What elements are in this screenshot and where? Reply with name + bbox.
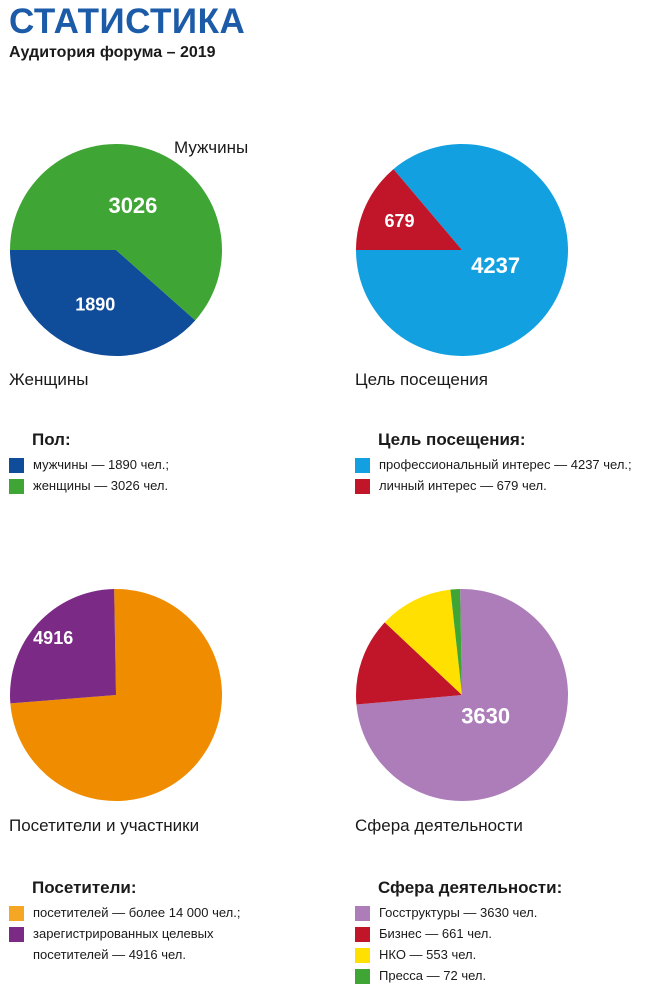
legend-swatch <box>355 458 370 473</box>
legend-label: НКО — 553 чел. <box>379 947 477 962</box>
legend-label: Пресса — 72 чел. <box>379 968 487 983</box>
pie-slice <box>356 622 462 705</box>
legend-swatch <box>355 479 370 494</box>
legend-label: Бизнес — 661 чел. <box>379 926 492 941</box>
legend-swatch <box>9 458 24 473</box>
legend-item: посетителей — более 14 000 чел.; <box>9 902 279 923</box>
legend-item: зарегистрированных целевых посетителей —… <box>9 923 279 965</box>
gender-caption-women: Женщины <box>9 370 89 389</box>
legend-title: Цель посещения: <box>378 430 526 449</box>
legend-title: Сфера деятельности: <box>378 878 563 897</box>
pie-slice <box>450 589 462 695</box>
legend-title: Посетители: <box>32 878 137 897</box>
legend-swatch <box>355 948 370 963</box>
legend-label: женщины — 3026 чел. <box>33 478 169 493</box>
legend-item: личный интерес — 679 чел. <box>355 475 667 496</box>
page-subtitle: Аудитория форума – 2019 <box>9 44 216 61</box>
legend-item: профессиональный интерес — 4237 чел.; <box>355 454 667 475</box>
pie-slice <box>9 589 116 704</box>
data-label: 3630 <box>461 704 510 729</box>
legend-swatch <box>9 906 24 921</box>
visitors-legend: Посетители: посетителей — более 14 000 ч… <box>9 878 279 965</box>
legend-swatch <box>355 969 370 984</box>
visitors-pie-chart: 4916 <box>9 589 223 801</box>
legend-item: мужчины — 1890 чел.; <box>9 454 309 475</box>
data-label: 4237 <box>471 253 520 278</box>
legend-swatch <box>9 479 24 494</box>
legend-item: Госструктуры — 3630 чел. <box>355 902 655 923</box>
legend-swatch <box>9 927 24 942</box>
legend-item: НКО — 553 чел. <box>355 944 655 965</box>
legend-label: посетителей — более 14 000 чел.; <box>33 905 241 920</box>
gender-pie-chart: 1890 3026 <box>10 144 222 357</box>
data-label: 679 <box>384 211 414 231</box>
pie-slice <box>356 144 568 356</box>
pie-slice <box>10 589 223 801</box>
data-label: 1890 <box>75 295 115 315</box>
page-title: СТАТИСТИКА <box>9 2 246 41</box>
pie-slice <box>356 169 462 250</box>
legend-label: зарегистрированных целевых посетителей —… <box>33 926 214 962</box>
data-label: 4916 <box>33 628 73 648</box>
legend-swatch <box>355 906 370 921</box>
gender-caption-men: Мужчины <box>174 138 249 157</box>
legend-label: Госструктуры — 3630 чел. <box>379 905 538 920</box>
sector-pie-chart: 3630 <box>356 589 568 801</box>
legend-label: профессиональный интерес — 4237 чел.; <box>379 457 632 472</box>
pie-slice <box>356 589 568 801</box>
visitors-caption: Посетители и участники <box>9 816 200 835</box>
legend-item: женщины — 3026 чел. <box>9 475 309 496</box>
legend-item: Пресса — 72 чел. <box>355 965 655 986</box>
purpose-caption: Цель посещения <box>355 370 488 389</box>
sector-caption: Сфера деятельности <box>355 816 523 835</box>
pie-slice <box>10 144 222 321</box>
data-label: 3026 <box>108 193 157 218</box>
gender-legend: Пол: мужчины — 1890 чел.; женщины — 3026… <box>9 430 309 496</box>
legend-title: Пол: <box>32 430 71 449</box>
purpose-pie-chart: 4237 679 <box>356 144 568 356</box>
sector-legend: Сфера деятельности: Госструктуры — 3630 … <box>355 878 655 986</box>
pie-slice <box>10 250 196 357</box>
legend-swatch <box>355 927 370 942</box>
purpose-legend: Цель посещения: профессиональный интерес… <box>355 430 667 496</box>
pie-slice <box>384 589 462 695</box>
legend-item: Бизнес — 661 чел. <box>355 923 655 944</box>
legend-label: личный интерес — 679 чел. <box>379 478 547 493</box>
legend-label: мужчины — 1890 чел.; <box>33 457 169 472</box>
